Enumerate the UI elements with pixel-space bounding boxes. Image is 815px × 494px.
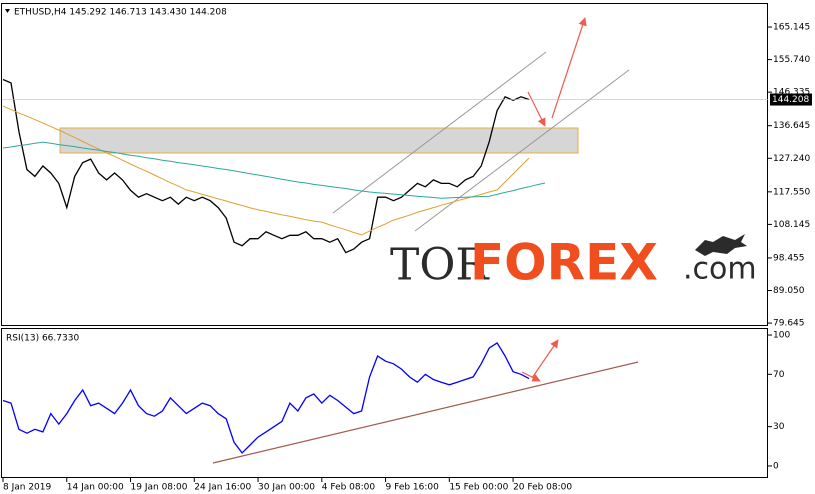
- x-tick-label: 24 Jan 16:00: [194, 483, 251, 493]
- y-tick-label: 117.550: [773, 187, 810, 197]
- y-tick-label: 155.740: [773, 55, 810, 65]
- x-tick-label: 30 Jan 00:00: [258, 483, 315, 493]
- bull-icon: [695, 234, 747, 256]
- x-tick-label: 9 Feb 16:00: [386, 483, 440, 493]
- arrow-down: [527, 91, 546, 127]
- y-tick-label: 0: [773, 461, 779, 471]
- arrow-up: [551, 17, 587, 119]
- y-tick-label: 89.050: [773, 286, 805, 296]
- x-tick-label: 19 Jan 08:00: [131, 483, 188, 493]
- y-tick-label: 136.645: [773, 121, 810, 131]
- watermark: TOR FOREX .com: [390, 234, 757, 292]
- rsi-title: RSI(13) 66.7330: [6, 334, 79, 344]
- y-tick-label: 127.240: [773, 154, 810, 164]
- x-tick-label: 8 Jan 2019: [3, 483, 51, 493]
- rsi-arrow-up: [531, 339, 559, 379]
- y-tick-label: 79.645: [773, 319, 805, 329]
- watermark-tor: TOR: [390, 240, 490, 291]
- rsi-trendline: [212, 361, 639, 464]
- zone: [59, 127, 579, 154]
- y-tick-label: 100: [773, 331, 790, 341]
- series-line: [2, 141, 546, 199]
- y-tick-label: 146.335: [773, 88, 810, 98]
- chart-title: ETHUSD,H4 145.292 146.713 143.430 144.20…: [14, 8, 227, 18]
- y-tick-label: 30: [773, 422, 785, 432]
- last-price-label: 144.208: [772, 95, 809, 105]
- x-tick-label: 20 Feb 08:00: [513, 483, 572, 493]
- x-tick-label: 14 Jan 00:00: [67, 483, 124, 493]
- series-line: [2, 105, 530, 236]
- watermark-com: .com: [683, 252, 757, 287]
- series-line: [2, 78, 530, 254]
- rsi-panel-frame: [1, 328, 768, 478]
- x-tick-label: 4 Feb 08:00: [322, 483, 376, 493]
- y-tick-label: 108.145: [773, 220, 810, 230]
- watermark-forex: FOREX: [470, 234, 658, 292]
- x-tick-label: 15 Feb 00:00: [449, 483, 508, 493]
- channel-line: [414, 69, 630, 232]
- y-tick-label: 165.145: [773, 23, 810, 33]
- y-tick-label: 70: [773, 370, 785, 380]
- last-price-box: [770, 93, 812, 106]
- rsi-arrow-down: [521, 371, 541, 382]
- series-line: [2, 341, 530, 454]
- price-panel-frame: [1, 3, 768, 326]
- channel-line: [332, 51, 547, 214]
- title-icon: [5, 9, 10, 13]
- y-tick-label: 98.455: [773, 253, 805, 263]
